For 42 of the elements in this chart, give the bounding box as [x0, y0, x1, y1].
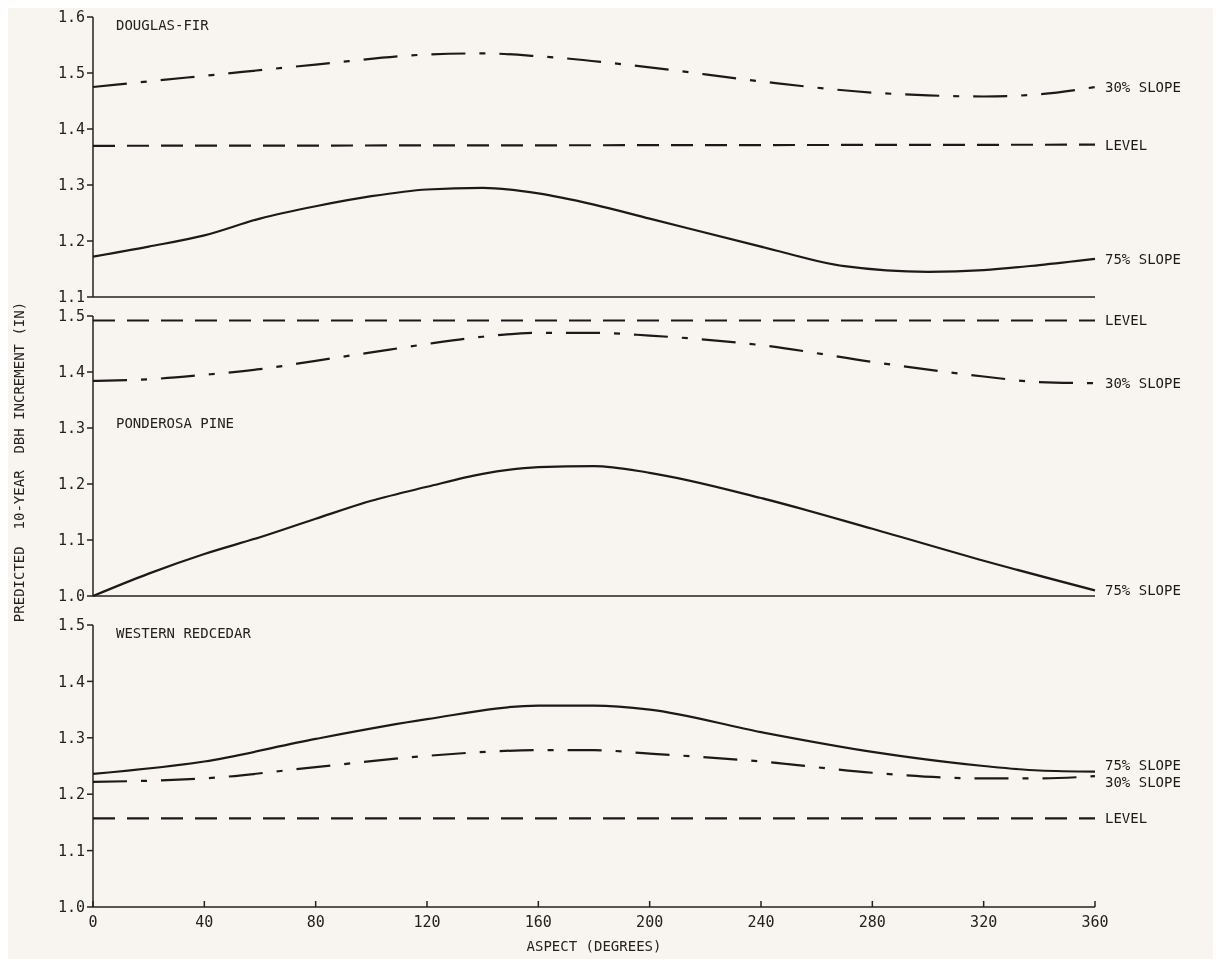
y-tick-label: 1.3	[57, 419, 85, 438]
series-label: 30% SLOPE	[1105, 375, 1181, 392]
x-tick-label: 240	[747, 913, 775, 931]
series-label: 75% SLOPE	[1105, 250, 1181, 267]
y-tick-label: 1.1	[57, 531, 85, 550]
y-tick-label: 1.4	[57, 120, 85, 139]
y-tick-label: 1.5	[57, 64, 85, 83]
y-tick-label: 1.4	[57, 363, 85, 382]
x-tick-label: 360	[1081, 913, 1109, 931]
y-tick-label: 1.3	[57, 176, 85, 195]
y-tick-label: 1.3	[57, 729, 85, 748]
series-label: LEVEL	[1105, 312, 1148, 329]
y-tick-label: 1.0	[57, 587, 85, 606]
x-tick-label: 40	[195, 913, 214, 931]
x-tick-label: 120	[413, 913, 441, 931]
series-label: 30% SLOPE	[1105, 774, 1181, 791]
y-tick-label: 1.1	[57, 288, 85, 307]
y-tick-label: 1.6	[57, 8, 85, 27]
series-label: LEVEL	[1105, 136, 1148, 153]
x-tick-label: 80	[306, 913, 325, 931]
x-tick-label: 160	[524, 913, 552, 931]
series-label: 30% SLOPE	[1105, 78, 1181, 95]
x-tick-label: 0	[88, 913, 98, 931]
y-tick-label: 1.2	[57, 232, 85, 251]
chart-title: DOUGLAS-FIR	[116, 17, 210, 33]
series-label: 75% SLOPE	[1105, 582, 1181, 599]
y-tick-label: 1.4	[57, 672, 85, 691]
y-tick-label: 1.0	[57, 898, 85, 917]
chart-title: WESTERN REDCEDAR	[116, 625, 252, 641]
series-label: LEVEL	[1105, 810, 1148, 827]
y-axis-title: PREDICTED 10-YEAR DBH INCREMENT (IN)	[11, 301, 27, 623]
y-tick-label: 1.2	[57, 785, 85, 804]
y-tick-label: 1.1	[57, 841, 85, 860]
y-tick-label: 1.2	[57, 475, 85, 494]
series-label: 75% SLOPE	[1105, 757, 1181, 774]
x-axis-title: ASPECT (DEGREES)	[526, 938, 662, 954]
x-tick-label: 320	[970, 913, 998, 931]
text: PONDEROSA PINE	[116, 415, 235, 431]
x-tick-label: 200	[636, 913, 664, 931]
y-tick-label: 1.5	[57, 616, 85, 635]
x-tick-label: 280	[858, 913, 886, 931]
y-tick-label: 1.5	[57, 307, 85, 326]
